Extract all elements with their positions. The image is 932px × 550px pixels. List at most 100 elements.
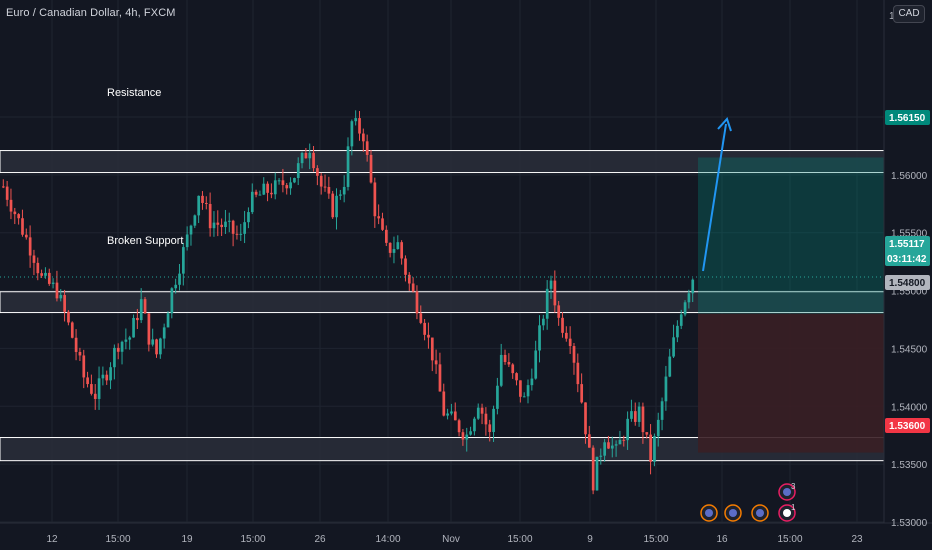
candle-body (641, 406, 645, 433)
candle-body (614, 444, 618, 446)
event-icon-earnings[interactable] (700, 504, 718, 522)
long-position-tool[interactable] (698, 157, 884, 453)
candle-body (388, 242, 392, 253)
candle-body (32, 255, 36, 263)
candle-body (507, 361, 511, 365)
candle-body (289, 182, 292, 189)
candle-body (618, 439, 622, 445)
price-tick-label: 1.53500 (891, 460, 928, 471)
candle-body (584, 402, 587, 435)
time-tick-label: 9 (587, 534, 593, 545)
resistance-label: Resistance (107, 87, 161, 99)
candle-body (469, 431, 472, 435)
candle-body (189, 225, 193, 235)
candle-body (411, 283, 415, 292)
candle-body (561, 317, 564, 333)
time-tick-label: 15:00 (507, 534, 532, 545)
candle-body (13, 211, 17, 215)
candle-body (595, 456, 599, 491)
candle-body (484, 413, 488, 425)
arrow-shaft[interactable] (702, 123, 727, 272)
time-axis[interactable]: 12 15:00 19 15:00 26 14:00 Nov 15:00 9 15:00 16 15:… (46, 534, 863, 545)
candle-body (113, 347, 116, 368)
candle-body (637, 406, 641, 422)
candle-body (576, 362, 580, 385)
candle-body (630, 411, 633, 419)
candle-body (415, 291, 419, 314)
candle-body (21, 218, 24, 235)
candle-body (676, 325, 679, 338)
candle-body (277, 180, 281, 182)
event-icon-ideas-a[interactable]: 3 (778, 482, 796, 501)
candle-body (159, 338, 162, 355)
candle-body (607, 442, 610, 449)
candle-body (519, 380, 522, 397)
candle-body (538, 325, 541, 351)
time-tick-label: 12 (46, 534, 58, 545)
candle-body (626, 418, 629, 441)
candle-body (580, 384, 584, 403)
candle-body (250, 191, 254, 213)
candle-body (178, 273, 181, 285)
candle-body (270, 192, 273, 195)
price-tag-current-text: 1.55117 (889, 239, 925, 250)
candle-body (679, 314, 683, 326)
candle-body (109, 367, 112, 381)
time-tick-label: 16 (716, 534, 728, 545)
event-icon-news[interactable] (751, 504, 769, 522)
price-tag-current: 1.55117 03:11:42 (885, 236, 930, 266)
candle-body (319, 175, 323, 187)
price-tag-entry-text: 1.54800 (889, 278, 926, 289)
candle-body (656, 419, 660, 437)
candle-body (373, 182, 377, 217)
candle-body (545, 288, 549, 319)
price-tag-target-bg (885, 110, 930, 125)
candle-body (124, 339, 128, 342)
price-tag-target-text: 1.56150 (889, 113, 926, 124)
candle-body (603, 442, 607, 456)
candle-body (235, 233, 239, 235)
candle-body (530, 378, 534, 386)
candle-body (423, 322, 426, 335)
price-tag-target: 1.56150 (885, 110, 930, 125)
event-icon-ideas-b[interactable]: 1 (778, 503, 796, 522)
candle-body (136, 317, 139, 321)
candle-body (369, 154, 373, 183)
candle-body (492, 408, 495, 433)
candle-body (660, 401, 664, 420)
candle-body (120, 341, 124, 352)
candle-body (51, 282, 55, 284)
currency-button[interactable]: CAD (893, 5, 925, 23)
position-stop-area[interactable] (698, 313, 884, 453)
candle-body (323, 186, 327, 188)
arrow-head[interactable] (717, 117, 732, 132)
candle-body (465, 434, 469, 440)
candle-body (526, 385, 530, 397)
candle-body (404, 258, 407, 275)
candle-body (40, 273, 43, 276)
candle-body (208, 203, 212, 229)
candle-body (147, 313, 151, 345)
candle-body (407, 274, 411, 284)
candle-body (44, 272, 47, 276)
candle-body (285, 185, 289, 189)
candle-body (354, 118, 358, 122)
bar-countdown-text: 03:11:42 (887, 254, 927, 265)
candle-body (220, 224, 224, 228)
candle-body (649, 434, 652, 462)
position-target-area[interactable] (698, 157, 884, 314)
candle-body (139, 299, 143, 321)
candle-body (204, 202, 208, 204)
candle-body (568, 338, 572, 347)
candle-body (549, 280, 553, 289)
candle-body (335, 195, 338, 218)
event-icon-dividend[interactable] (724, 504, 742, 522)
candle-body (201, 195, 204, 203)
projection-arrow[interactable] (702, 117, 732, 272)
candle-body (128, 337, 132, 340)
candle-body (17, 214, 21, 219)
candle-body (473, 418, 476, 432)
candle-body (346, 146, 350, 187)
price-tag-stop-text: 1.53600 (889, 421, 926, 432)
